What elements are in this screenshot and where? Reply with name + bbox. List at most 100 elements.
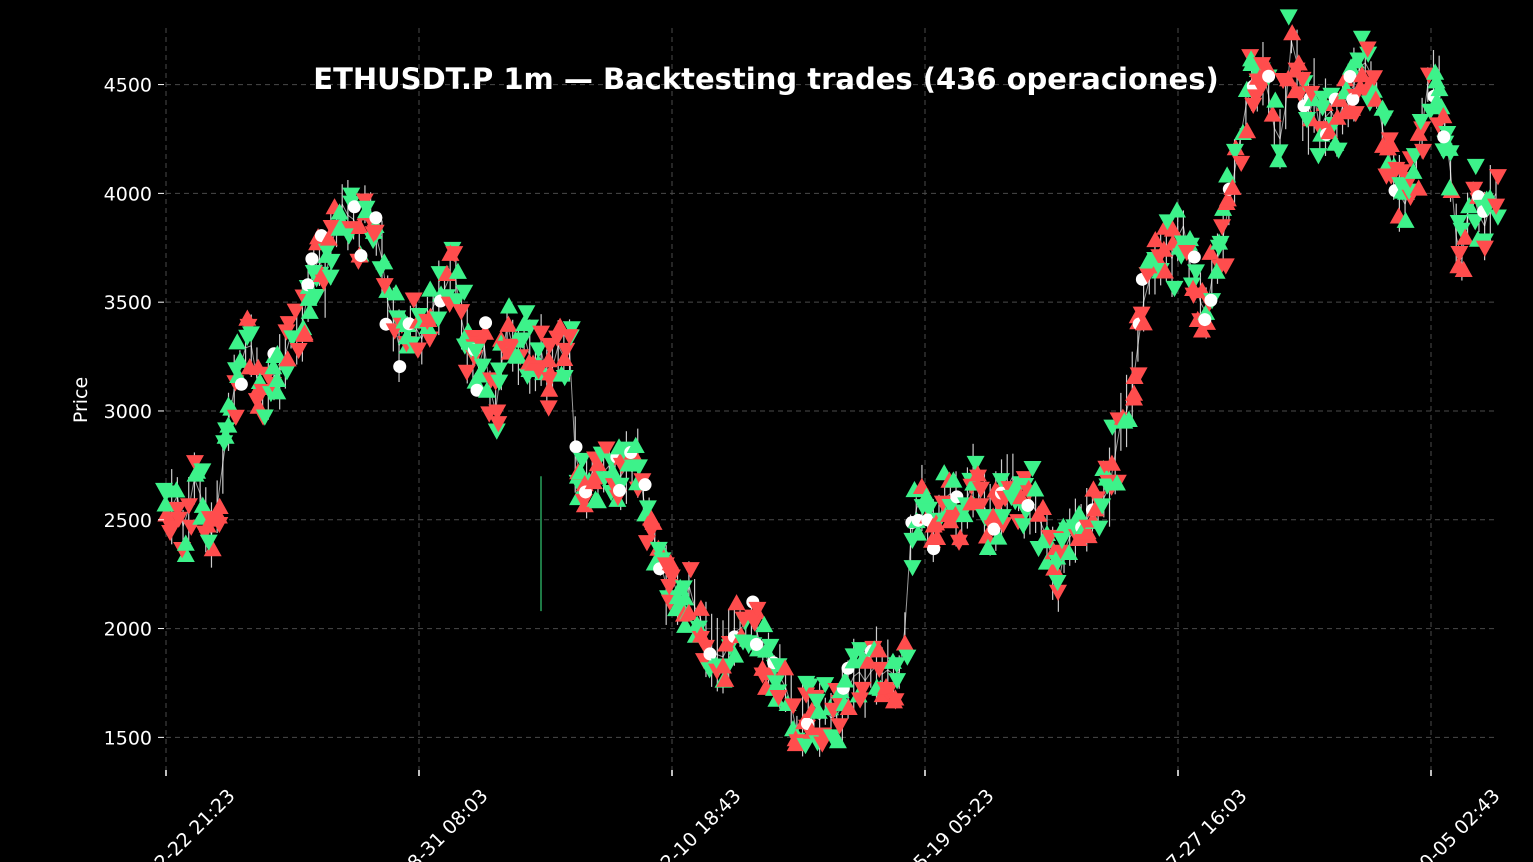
short-marker <box>447 293 466 310</box>
price-segment <box>1325 110 1332 118</box>
long-marker <box>1289 54 1308 71</box>
price-segment <box>859 671 866 682</box>
long-marker <box>1086 500 1105 517</box>
long-marker <box>603 462 622 479</box>
short-marker <box>769 689 788 707</box>
y-tick-label: 4000 <box>104 183 152 205</box>
short-marker <box>1002 489 1021 507</box>
long-marker <box>176 534 195 551</box>
long-marker <box>210 497 229 514</box>
short-marker <box>966 455 985 473</box>
long-marker <box>1033 498 1052 516</box>
long-marker <box>386 284 405 301</box>
long-marker <box>1353 66 1372 83</box>
short-marker <box>226 409 245 426</box>
short-marker <box>473 358 492 375</box>
short-marker <box>487 423 506 440</box>
short-marker <box>321 269 340 286</box>
price-segment <box>864 671 872 682</box>
short-marker <box>689 620 708 637</box>
long-marker <box>836 671 855 688</box>
long-marker <box>1396 211 1415 228</box>
short-marker <box>557 342 576 360</box>
long-marker <box>755 615 774 633</box>
long-marker <box>928 528 947 545</box>
short-marker <box>822 729 841 746</box>
long-marker <box>786 734 805 752</box>
long-marker <box>1154 240 1173 257</box>
exit-marker <box>393 360 407 374</box>
long-marker <box>188 462 207 479</box>
short-marker <box>1177 245 1196 262</box>
long-marker <box>1440 139 1459 156</box>
exit-marker <box>569 440 583 454</box>
short-marker <box>1098 478 1117 495</box>
long-marker <box>575 496 594 513</box>
short-marker <box>629 459 648 476</box>
long-marker <box>989 528 1008 545</box>
exit-marker <box>369 211 383 225</box>
short-marker <box>696 639 715 657</box>
short-marker <box>1211 235 1230 253</box>
short-marker <box>217 422 236 439</box>
long-marker <box>228 333 247 350</box>
short-marker <box>674 580 693 597</box>
price-segment <box>569 350 576 455</box>
long-marker <box>268 383 287 400</box>
short-marker <box>1093 498 1112 515</box>
short-marker <box>155 482 174 500</box>
y-tick-label: 3500 <box>104 292 152 314</box>
short-marker <box>1232 155 1251 173</box>
long-marker <box>584 472 603 490</box>
long-marker <box>1078 522 1097 540</box>
short-marker <box>1225 143 1244 161</box>
y-axis: 1500 2000 2500 3000 3500 4000 4500 <box>104 75 164 749</box>
short-marker <box>1279 9 1298 26</box>
short-marker <box>1213 219 1232 236</box>
short-marker <box>420 331 439 348</box>
short-marker <box>1014 518 1033 535</box>
short-marker <box>853 681 872 699</box>
short-marker <box>1293 71 1312 89</box>
short-marker <box>971 498 990 515</box>
short-marker <box>429 311 448 328</box>
chart-title: ETHUSDT.P 1m — Backtesting trades (436 o… <box>313 62 1218 96</box>
short-marker <box>1414 143 1433 161</box>
long-marker <box>1134 314 1153 331</box>
long-marker <box>552 365 571 382</box>
short-marker <box>408 342 427 359</box>
exit-marker <box>354 249 368 263</box>
long-marker <box>506 347 525 364</box>
long-marker <box>555 349 574 367</box>
short-marker <box>1466 158 1485 176</box>
short-marker <box>1466 214 1485 231</box>
long-marker <box>193 496 212 513</box>
short-marker <box>488 404 507 421</box>
long-marker <box>1238 122 1257 139</box>
price-segment <box>1273 127 1281 140</box>
price-segment <box>717 654 724 658</box>
short-marker <box>322 253 341 271</box>
long-marker <box>1426 63 1445 80</box>
price-segment <box>1143 280 1150 303</box>
short-marker <box>1329 142 1348 159</box>
exit-marker <box>305 252 319 266</box>
long-marker <box>727 594 746 611</box>
short-marker <box>903 560 922 577</box>
long-marker <box>1155 262 1174 279</box>
short-marker <box>1475 240 1494 257</box>
short-marker <box>307 289 326 306</box>
long-marker <box>1146 230 1165 248</box>
short-marker <box>540 338 559 355</box>
short-marker <box>797 675 816 693</box>
short-marker <box>322 219 341 237</box>
short-marker <box>1023 461 1042 478</box>
short-marker <box>745 615 764 632</box>
exit-marker <box>1346 92 1360 106</box>
long-marker <box>264 357 283 375</box>
long-marker <box>476 323 495 340</box>
price-segment <box>881 669 889 675</box>
long-marker <box>1102 454 1121 471</box>
exit-marker <box>703 647 717 661</box>
short-marker <box>1129 367 1148 384</box>
